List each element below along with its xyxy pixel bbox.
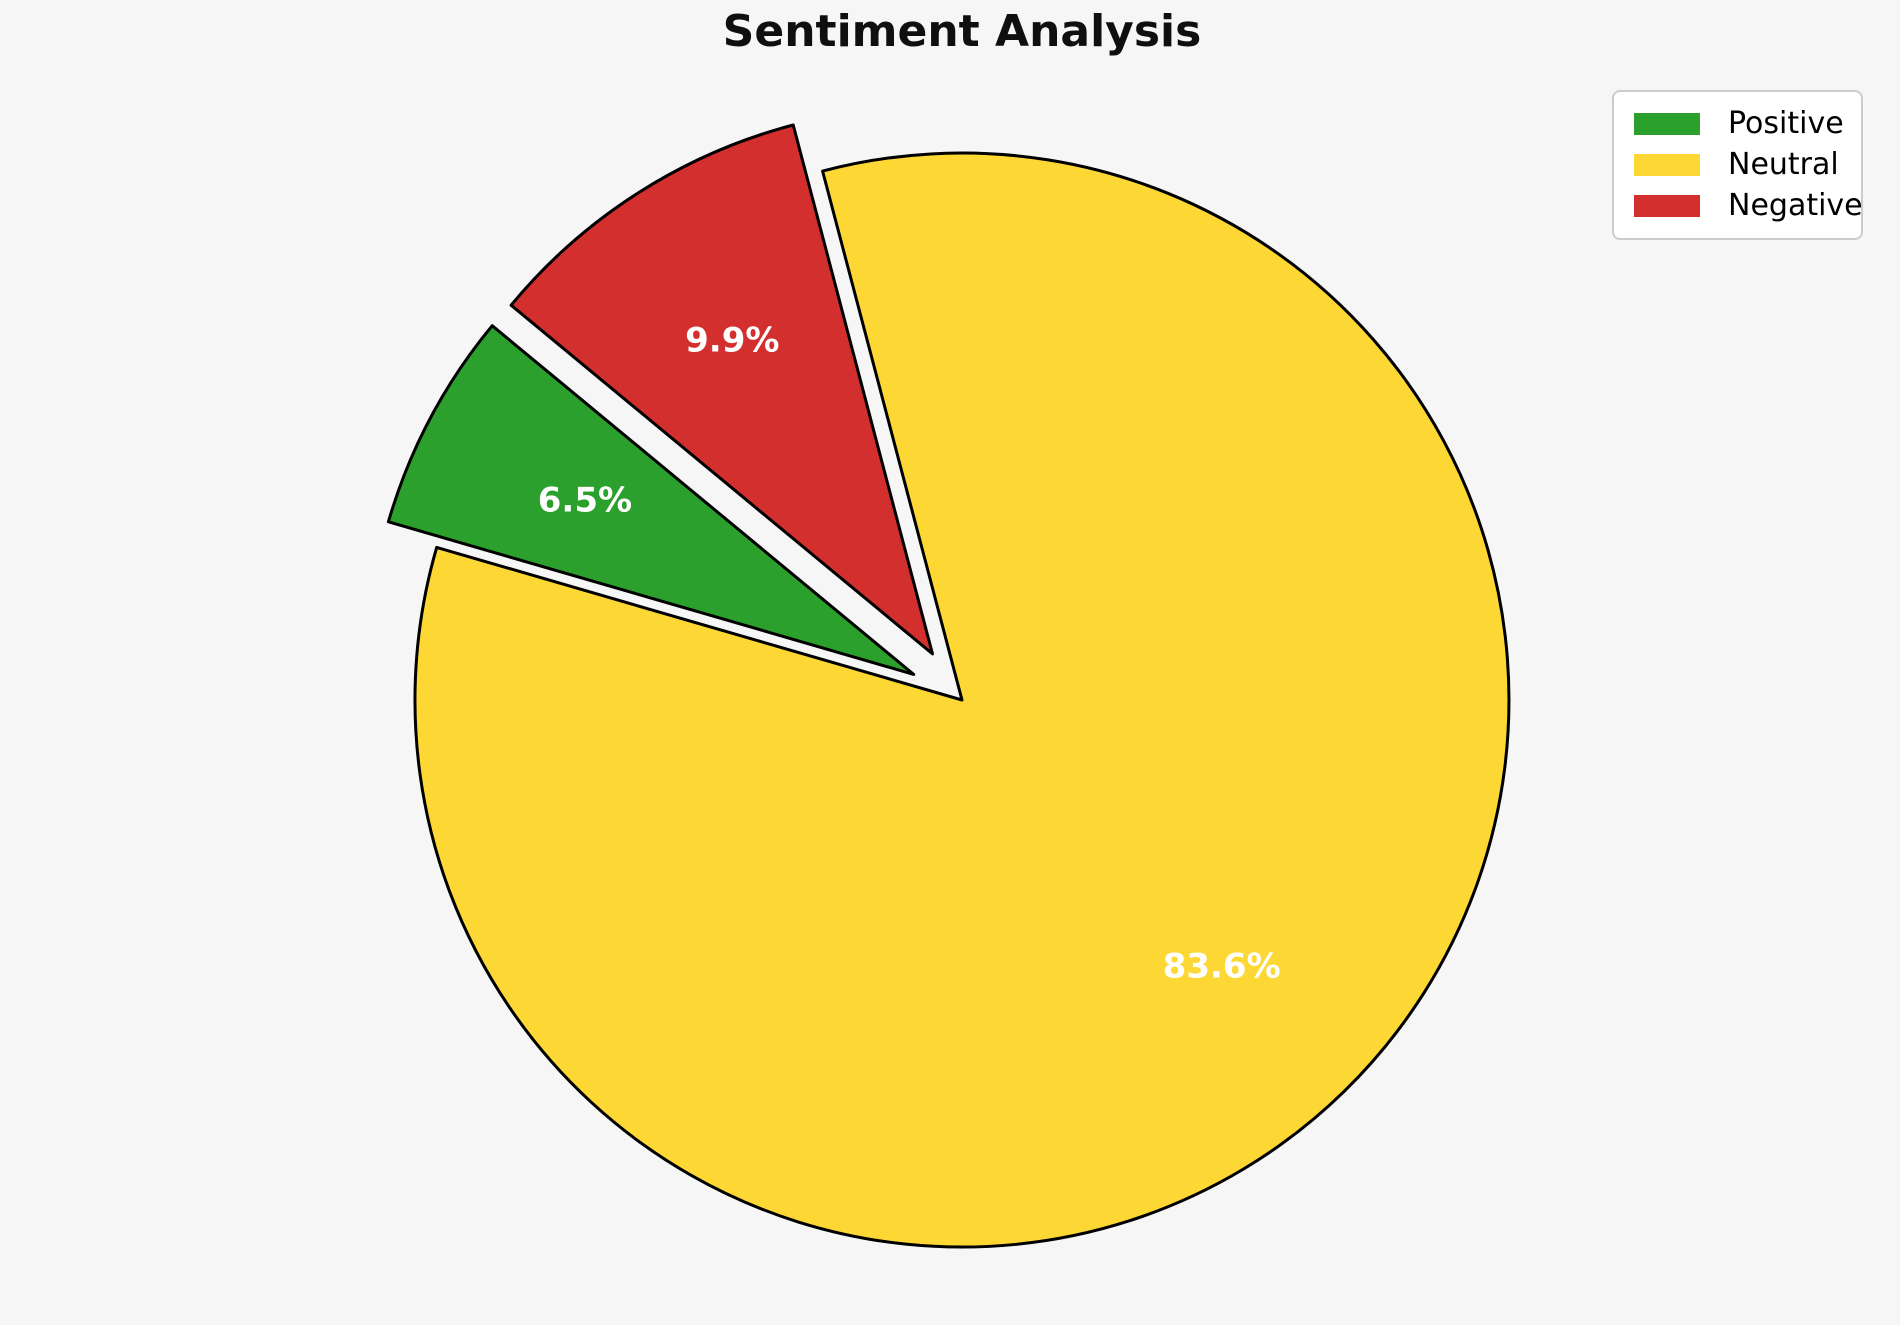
legend-swatch-negative xyxy=(1634,195,1700,217)
pie-percent-label-positive: 6.5% xyxy=(538,480,632,520)
legend-swatch-neutral xyxy=(1634,154,1700,176)
pie-percent-label-neutral: 83.6% xyxy=(1163,946,1281,986)
legend-label: Negative xyxy=(1728,188,1863,223)
legend-label: Neutral xyxy=(1728,147,1839,182)
legend-item-negative: Negative xyxy=(1634,186,1863,226)
legend-swatch-positive xyxy=(1634,113,1700,135)
pie-percent-label-negative: 9.9% xyxy=(685,321,779,361)
pie-slice-positive xyxy=(386,324,916,676)
chart-title: Sentiment Analysis xyxy=(722,6,1202,57)
legend-label: Positive xyxy=(1728,106,1844,141)
pie-slice-negative xyxy=(509,123,934,656)
legend-item-neutral: Neutral xyxy=(1634,145,1851,185)
pie-slice-neutral xyxy=(413,151,1511,1249)
legend-item-positive: Positive xyxy=(1634,104,1851,144)
legend: Positive Neutral Negative xyxy=(1612,90,1863,240)
